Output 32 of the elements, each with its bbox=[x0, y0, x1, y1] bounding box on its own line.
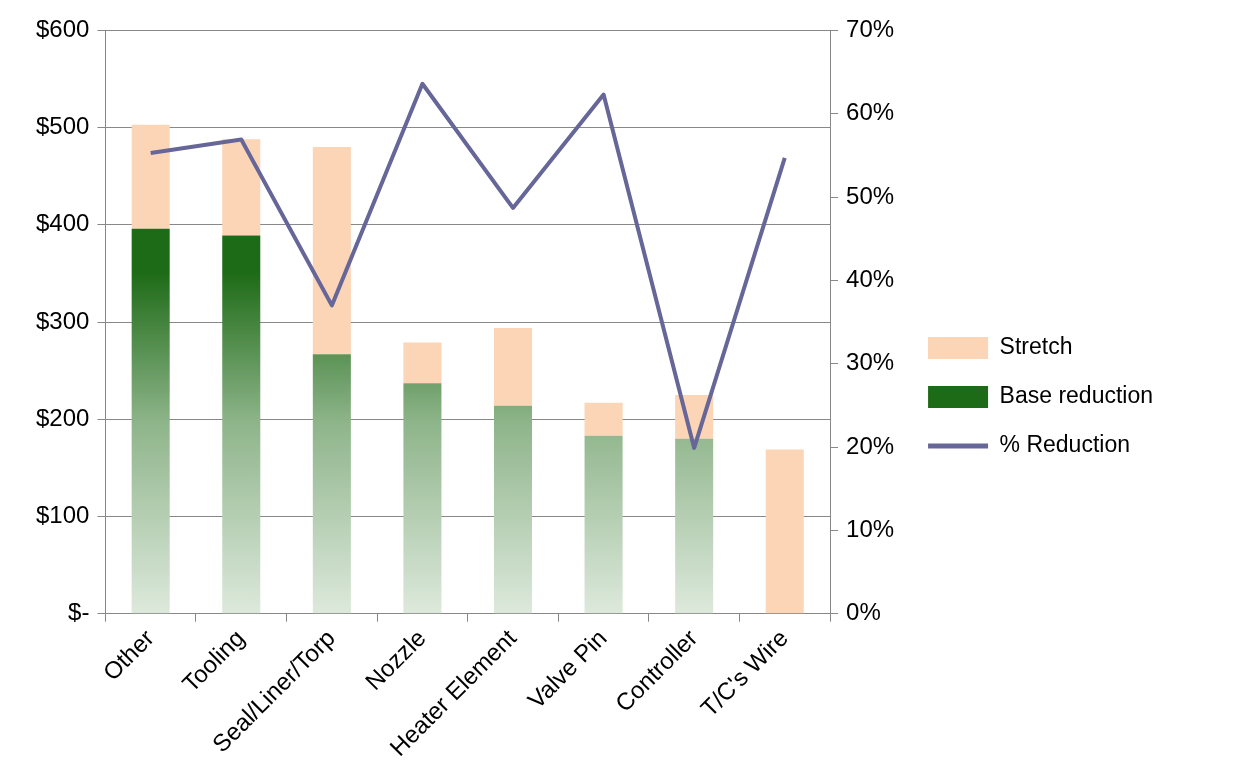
y2-tick-label: 30% bbox=[846, 348, 895, 376]
bar bbox=[675, 438, 714, 614]
y-tick-label: $300 bbox=[36, 306, 90, 334]
bar bbox=[584, 402, 623, 436]
legend-label: Base reduction bbox=[999, 382, 1154, 409]
y-tick-label: $600 bbox=[36, 15, 90, 43]
bar bbox=[131, 124, 170, 229]
y-tick-label: $500 bbox=[36, 112, 90, 140]
y-tick-label: $400 bbox=[36, 209, 90, 237]
bar bbox=[493, 327, 533, 406]
y-tick-label: $100 bbox=[36, 501, 90, 529]
bar bbox=[403, 342, 442, 384]
legend-label: Stretch bbox=[999, 333, 1073, 360]
bar bbox=[131, 228, 170, 614]
y2-tick-label: 50% bbox=[846, 181, 895, 209]
legend-label: % Reduction bbox=[999, 431, 1130, 458]
y2-tick-label: 60% bbox=[846, 98, 895, 126]
bar bbox=[584, 435, 623, 614]
bar bbox=[403, 383, 442, 614]
y2-tick-label: 10% bbox=[846, 515, 895, 543]
bar bbox=[312, 354, 351, 614]
bar bbox=[312, 147, 351, 355]
y2-tick-label: 0% bbox=[846, 598, 881, 626]
bar bbox=[222, 235, 261, 614]
y2-tick-label: 20% bbox=[846, 431, 895, 459]
bar bbox=[222, 139, 261, 236]
bar bbox=[765, 449, 804, 614]
y-tick-label: $- bbox=[68, 598, 90, 626]
bar bbox=[493, 405, 533, 614]
y2-tick-label: 40% bbox=[846, 265, 895, 293]
y2-tick-label: 70% bbox=[846, 15, 895, 43]
y-tick-label: $200 bbox=[36, 403, 90, 431]
